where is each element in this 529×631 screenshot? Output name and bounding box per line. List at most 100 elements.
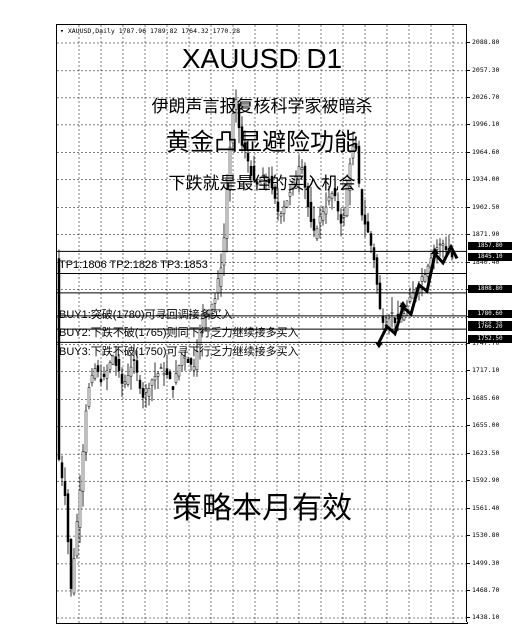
candle-body (120, 373, 124, 384)
candle-body (360, 189, 364, 216)
take-profit-label: TP1:1806 TP2:1828 TP3:1853 (59, 259, 208, 271)
candle-body (261, 175, 265, 177)
candle-body (315, 228, 319, 240)
price-axis[interactable]: 2088.80 2057.30 2026.70 1996.10 1964.60 1934.… (465, 24, 515, 622)
forecast-zigzag (377, 243, 459, 344)
buy2-label: BUY2:下跌不破(1765)则同下行乏力继续接多买入 (59, 327, 299, 339)
candle-body (108, 362, 112, 370)
candle-body (99, 378, 103, 383)
price-tick: 1934.00 (465, 174, 500, 183)
candle-body (147, 388, 151, 397)
price-tick: 1902.50 (465, 202, 500, 211)
candle-body (450, 252, 454, 258)
buy3-label: BUY3:下跌不破(1750)可寻下行乏力继续接多买入 (59, 346, 299, 358)
candle-body (84, 410, 88, 453)
chart-window[interactable]: ▾ XAUUSD,Daily 1787.96 1789.82 1764.32 1… (56, 24, 468, 624)
candle-body (426, 265, 430, 277)
headline-3: 下跌就是最佳的买入机会 (168, 174, 356, 194)
candle-body (255, 181, 259, 185)
candle-body (210, 303, 214, 310)
candle-body (369, 233, 373, 246)
candle-body (273, 186, 277, 199)
candle-body (339, 214, 343, 224)
candle-body (165, 368, 169, 376)
candle-body (168, 371, 172, 380)
candle-body (138, 379, 142, 389)
candle-body (237, 103, 241, 129)
candle-body (285, 200, 289, 208)
price-tick: 1964.60 (465, 147, 500, 156)
candle-body (348, 163, 352, 191)
price-tick: 1592.90 (465, 476, 500, 485)
candle-body (294, 176, 298, 189)
candle-body (183, 356, 187, 359)
arrow-head-icon (399, 301, 407, 308)
candle-body (90, 374, 94, 384)
candle-body (78, 489, 82, 528)
chart-title: XAUUSD D1 (181, 43, 343, 74)
candle-body (225, 189, 229, 239)
candle-body (324, 206, 328, 215)
candle-body (102, 373, 106, 377)
candle-body (291, 181, 295, 190)
candle-body (342, 215, 346, 218)
candle-body (144, 388, 148, 393)
candle-body (174, 373, 178, 383)
candle-body (135, 360, 139, 373)
buy1-label: BUY1:突破(1780)可寻回调接多买入 (59, 309, 233, 321)
candle-body (363, 214, 367, 225)
candle-body (309, 201, 313, 222)
candle-body (195, 351, 199, 370)
candle-body (408, 296, 412, 302)
price-marker-box: 1766.20 (468, 323, 512, 332)
arrow-head-icon (375, 342, 383, 349)
candle-body (264, 176, 268, 181)
candle-body (198, 329, 202, 345)
headline-1: 伊朗声言报复核科学家被暗杀 (151, 97, 373, 117)
candle-body (129, 366, 133, 377)
candle-body (156, 373, 160, 377)
candle-body (75, 521, 79, 557)
price-tick: 1996.10 (465, 119, 500, 128)
candle-body (333, 187, 337, 197)
candle-body (435, 247, 439, 250)
candle-body (204, 312, 208, 318)
candle-body (81, 450, 85, 492)
candle-body (441, 243, 445, 246)
candle-body (282, 206, 286, 214)
candle-body (216, 278, 220, 294)
candle-body (69, 539, 73, 589)
price-marker-box: 1857.80 (468, 242, 512, 251)
candle-body (162, 372, 166, 376)
candle-body (150, 379, 154, 386)
candle-body (393, 317, 397, 324)
candle-body (345, 185, 349, 217)
candle-body (153, 376, 157, 381)
candle-body (354, 143, 358, 149)
dropdown-icon[interactable]: ▾ (60, 27, 64, 35)
candle-body (72, 558, 76, 594)
price-tick: 1685.60 (465, 394, 500, 403)
candle-body (243, 142, 247, 151)
candle-body (351, 145, 355, 159)
price-chart[interactable] (57, 25, 467, 623)
price-tick: 1655.00 (465, 421, 500, 430)
price-tick: 1499.30 (465, 558, 500, 567)
candle-body (180, 354, 184, 366)
candle-body (240, 126, 244, 146)
candle-body (177, 365, 181, 377)
candle-body (192, 366, 196, 371)
candle-body (219, 267, 223, 287)
candle-body (267, 178, 271, 184)
candle-body (252, 165, 256, 181)
candle-body (321, 211, 325, 221)
candle-body (234, 99, 238, 110)
candle-body (186, 359, 190, 364)
candle-body (228, 146, 232, 191)
candle-body (114, 356, 118, 366)
price-tick: 2088.80 (465, 38, 500, 46)
price-tick: 1438.10 (465, 613, 500, 621)
candle-body (117, 359, 121, 372)
candle-body (123, 381, 127, 385)
price-marker-box: 1845.10 (468, 253, 512, 262)
